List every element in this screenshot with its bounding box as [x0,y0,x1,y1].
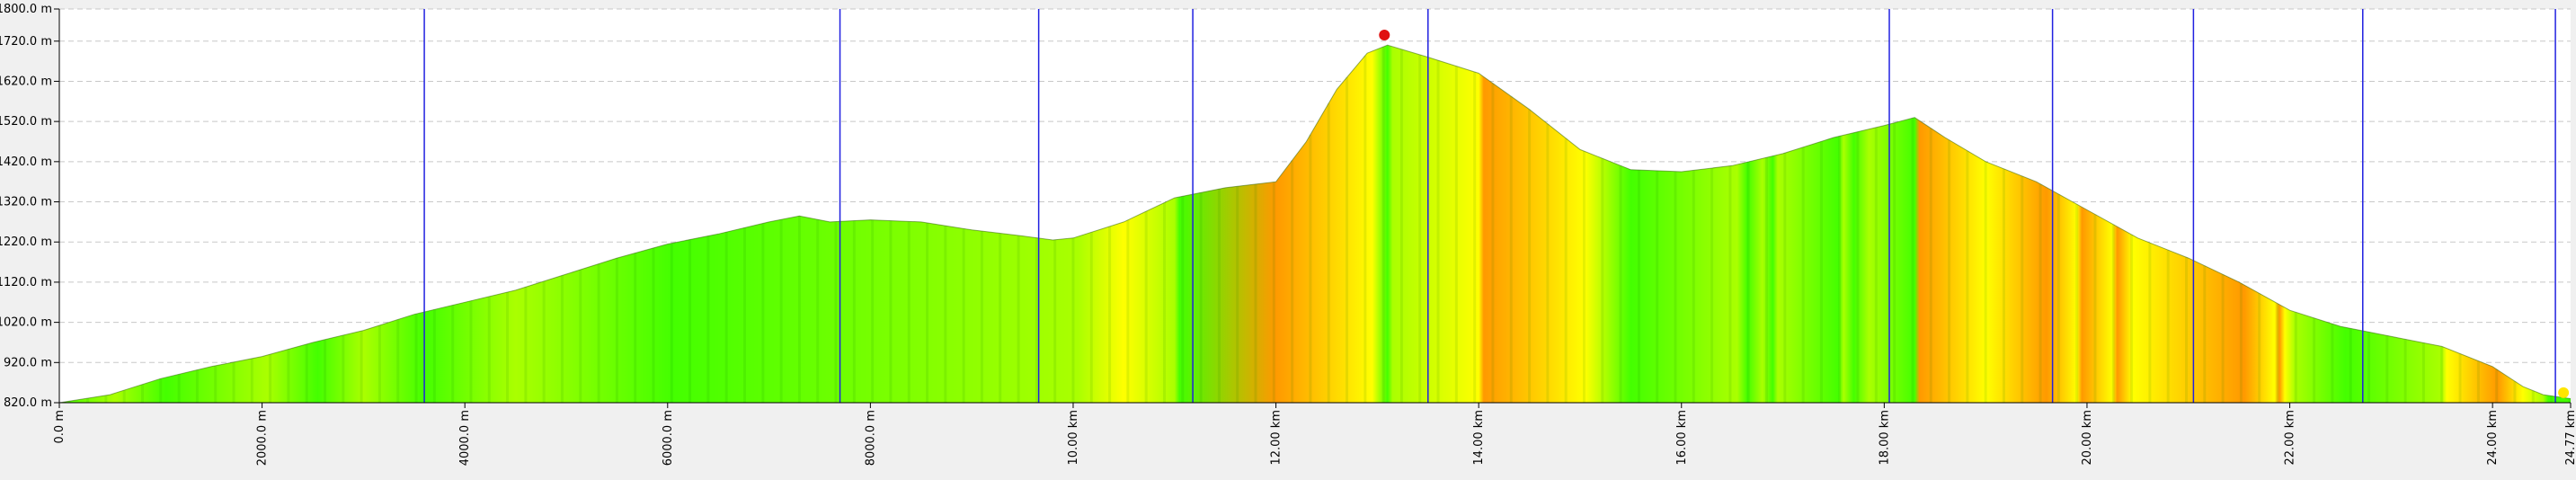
y-tick-label: 1520.0 m [0,115,52,129]
y-tick-label: 1020.0 m [0,316,52,330]
x-tick-label: 10.00 km [1067,410,1080,466]
x-tick-label: 24.00 km [2486,410,2500,466]
elevation-line [58,44,2572,404]
x-tick-label: 12.00 km [1270,410,1284,466]
x-tick-label: 20.00 km [2081,410,2094,466]
x-tick-label: 14.00 km [1472,410,1486,466]
x-tick-label: 16.00 km [1675,410,1689,466]
x-tick-label: 24.77 km [2564,410,2576,466]
x-tick-label: 8000.0 m [864,410,877,466]
x-tick-label: 18.00 km [1878,410,1891,466]
y-tick-label: 1320.0 m [0,196,52,209]
y-tick-label: 920.0 m [4,356,52,369]
y-tick-label: 820.0 m [4,396,52,410]
x-tick-label: 2000.0 m [256,410,270,466]
y-tick-label: 1120.0 m [0,276,52,289]
elevation-area [59,45,2571,403]
peak-marker [1379,30,1390,41]
y-tick-label: 1720.0 m [0,35,52,49]
y-tick-label: 1800.0 m [0,3,52,16]
y-tick-label: 1220.0 m [0,236,52,249]
y-tick-label: 1620.0 m [0,75,52,88]
x-tick-label: 6000.0 m [662,410,675,466]
y-tick-label: 1420.0 m [0,156,52,169]
end-marker [2558,387,2570,398]
x-tick-label: 22.00 km [2284,410,2297,466]
x-tick-label: 0.0 m [53,410,67,443]
x-tick-label: 4000.0 m [458,410,472,466]
